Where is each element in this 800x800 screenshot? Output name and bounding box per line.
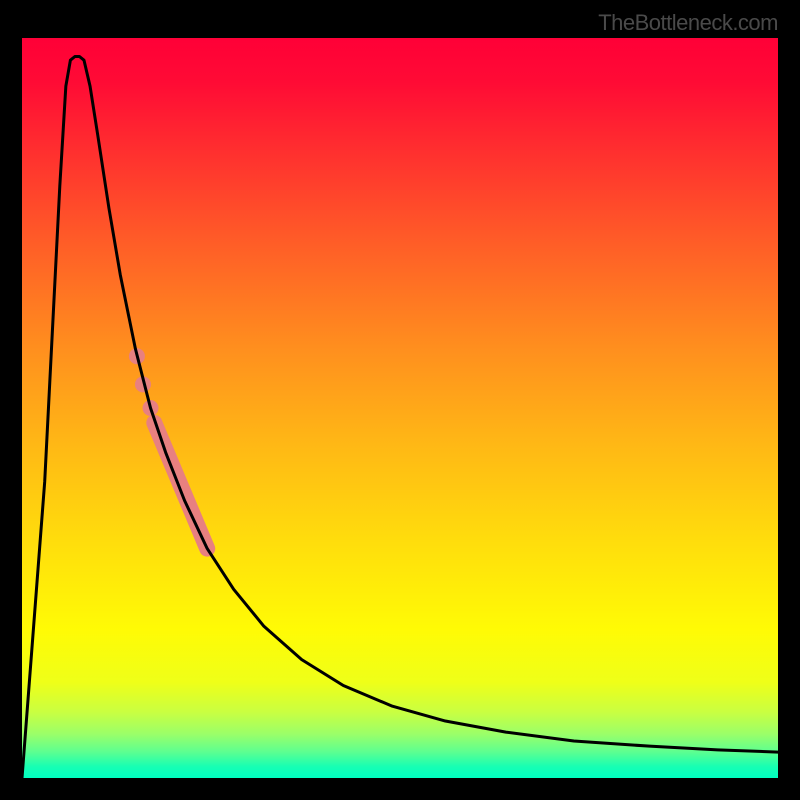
watermark-text: TheBottleneck.com bbox=[598, 10, 778, 36]
plot-svg bbox=[22, 38, 778, 778]
curve-line bbox=[22, 57, 778, 779]
plot-area bbox=[22, 38, 778, 778]
chart-container: TheBottleneck.com bbox=[0, 0, 800, 800]
marker-layer bbox=[129, 348, 207, 548]
